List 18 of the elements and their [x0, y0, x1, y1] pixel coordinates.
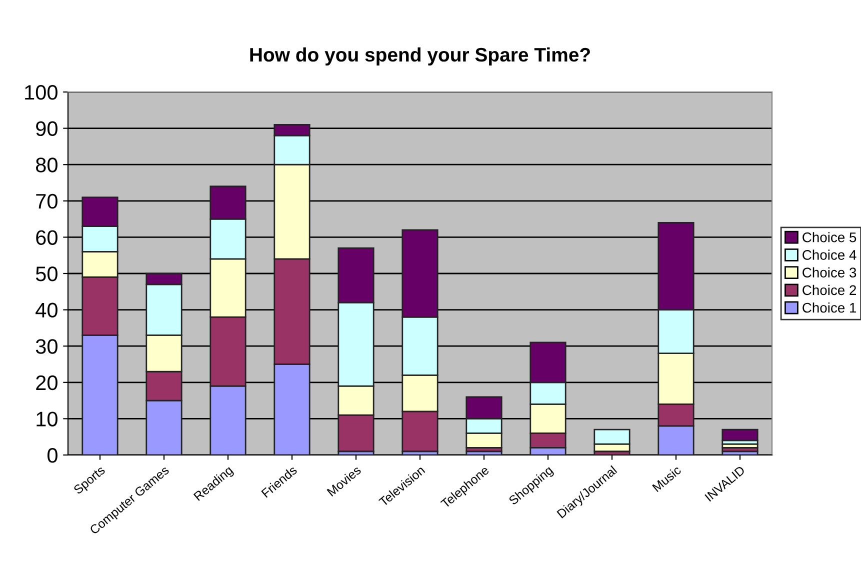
legend-label: Choice 2	[802, 284, 856, 296]
y-tick-label: 40	[36, 302, 58, 318]
y-tick-label: 90	[36, 121, 58, 136]
y-tick-label: 60	[36, 230, 58, 245]
y-tick-label: 30	[36, 339, 58, 354]
y-tick-label: 50	[36, 266, 58, 282]
bar	[722, 428, 758, 442]
y-tick-label: 20	[36, 375, 58, 390]
y-tick-label: 0	[48, 448, 58, 463]
y-tick-label: 70	[36, 194, 58, 209]
y-tick-label: 10	[36, 412, 58, 426]
legend-label: Choice 3	[802, 267, 856, 278]
y-tick-label: 80	[36, 158, 58, 172]
chart-title: How do you spend your Spare Time?	[250, 47, 590, 66]
legend-label: Choice 1	[802, 302, 856, 313]
y-tick-label: 100	[25, 85, 58, 100]
legend-label: Choice 4	[802, 250, 856, 260]
legend-label: Choice 5	[802, 232, 856, 242]
